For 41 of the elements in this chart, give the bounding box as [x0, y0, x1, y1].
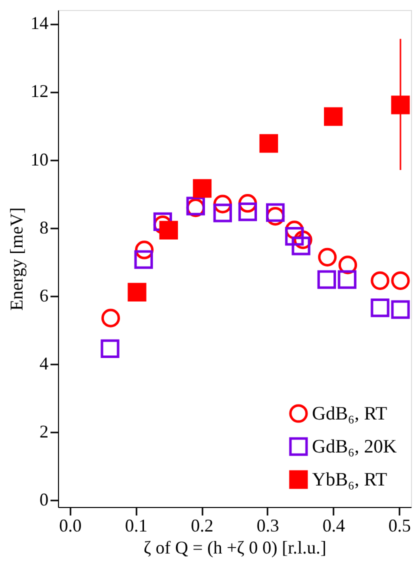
point [338, 270, 356, 289]
y-tick-label: 2 [40, 422, 48, 442]
point [259, 134, 278, 153]
point [266, 203, 285, 222]
point [324, 107, 343, 126]
point [391, 96, 410, 114]
legend-label: GdB₆, 20K [312, 436, 398, 458]
point [285, 227, 304, 246]
y-tick-label: 12 [30, 81, 48, 102]
x-tick-label: 0.2 [190, 516, 214, 536]
point [370, 298, 390, 318]
point [153, 212, 172, 232]
point [238, 202, 257, 222]
point [318, 248, 337, 266]
y-tick-label: 4 [40, 354, 48, 374]
point [101, 308, 120, 328]
x-tick-label: 0.4 [322, 516, 346, 536]
point [370, 271, 390, 290]
y-axis-title: Energy [meV] [6, 207, 26, 311]
point [128, 282, 146, 302]
point [213, 204, 232, 222]
y-tick-label: 10 [30, 149, 48, 170]
y-tick-label: 8 [40, 217, 48, 238]
point [292, 236, 310, 256]
point [100, 339, 120, 358]
point [192, 179, 212, 198]
point [391, 300, 410, 319]
legend-label: YbB₆, RT [312, 470, 388, 490]
x-axis-title: ζ of Q = (h +ζ 0 0) [r.l.u.] [144, 538, 326, 558]
legend-label: GdB₆, RT [312, 404, 388, 424]
x-tick-label: 0.0 [59, 516, 82, 536]
x-tick-label: 0.5 [388, 516, 411, 536]
y-tick-label: 6 [40, 285, 48, 306]
y-tick-label: 14 [30, 13, 48, 34]
point [317, 270, 336, 289]
point [391, 271, 410, 290]
point [159, 220, 178, 240]
y-tick-label: 0 [40, 490, 48, 510]
x-tick-label: 0.3 [256, 516, 280, 536]
point [134, 250, 153, 269]
x-tick-label: 0.1 [124, 516, 148, 536]
